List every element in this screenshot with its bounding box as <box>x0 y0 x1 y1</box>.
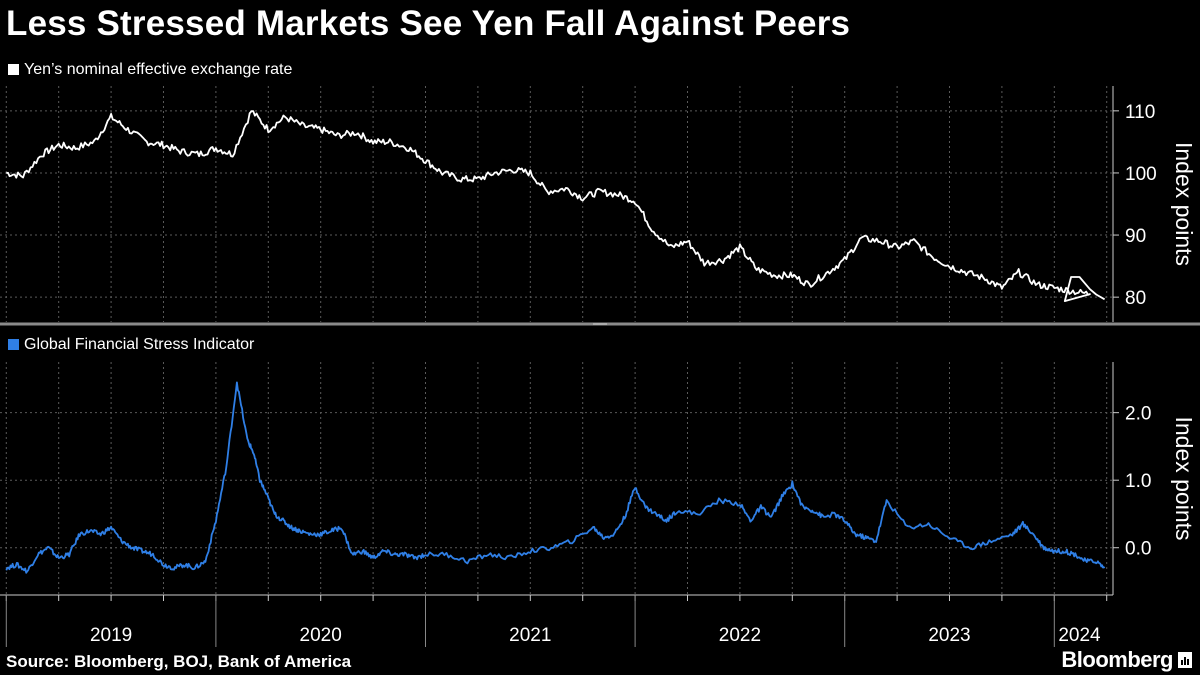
x-tick-label: 2022 <box>719 625 761 646</box>
chart-title: Less Stressed Markets See Yen Fall Again… <box>6 4 851 43</box>
source-note: Source: Bloomberg, BOJ, Bank of America <box>6 652 352 671</box>
x-tick-label: 2020 <box>300 625 342 646</box>
y-tick-label: 100 <box>1125 164 1157 185</box>
y-tick-label: 1.0 <box>1125 471 1151 492</box>
brand-logo: Bloomberg <box>1061 647 1192 673</box>
y-tick-label: 90 <box>1125 226 1146 247</box>
brand-name: Bloomberg <box>1061 647 1173 672</box>
series-line-stress <box>5 381 1106 574</box>
x-tick-label: 2024 <box>1058 625 1101 646</box>
legend-stress-label: Global Financial Stress Indicator <box>24 336 255 353</box>
x-tick-label: 2019 <box>90 625 132 646</box>
y-tick-label: 80 <box>1125 288 1146 309</box>
legend-yen-label: Yen’s nominal effective exchange rate <box>24 61 293 78</box>
legend-yen: Yen’s nominal effective exchange rate <box>8 61 292 79</box>
y-tick-label: 110 <box>1125 102 1155 123</box>
y-tick-label: 0.0 <box>1125 539 1151 560</box>
x-tick-label: 2021 <box>509 625 551 646</box>
y-axis-title: Index points <box>1171 416 1197 540</box>
legend-stress-swatch <box>8 339 19 350</box>
y-tick-label: 2.0 <box>1125 404 1151 425</box>
bloomberg-chart-icon <box>1178 652 1192 668</box>
y-axis-title: Index points <box>1171 142 1197 266</box>
series-line-yen <box>6 110 1106 302</box>
legend-stress: Global Financial Stress Indicator <box>8 336 254 354</box>
x-tick-label: 2023 <box>928 625 970 646</box>
legend-yen-swatch <box>8 64 19 75</box>
